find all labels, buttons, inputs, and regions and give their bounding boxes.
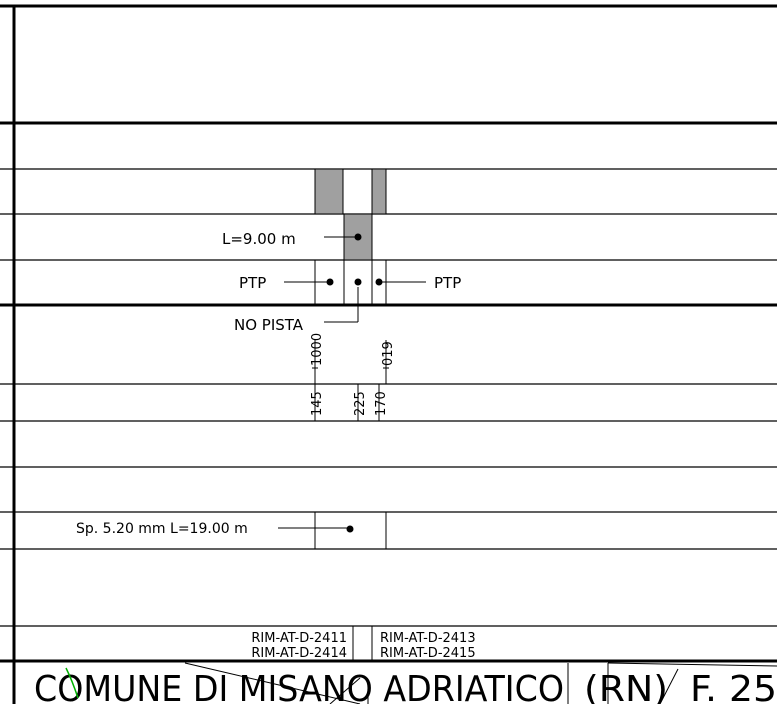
gray-block-left <box>314 168 344 215</box>
chainage-marks: 1000 019 <box>310 333 396 384</box>
length-top-callout: L=9.00 m <box>222 230 362 248</box>
center-dot <box>354 278 362 286</box>
foglio-label: F. 25 <box>690 669 777 704</box>
ref-code-2414: RIM-AT-D-2414 <box>251 646 347 661</box>
ptp-left-callout: PTP <box>239 274 334 292</box>
offset-170: 170 <box>374 391 389 416</box>
gray-block-right <box>371 168 387 215</box>
chainage-1000: 1000 <box>310 333 325 366</box>
gray-blocks <box>314 168 387 261</box>
title-block: COMUNE DI MISANO ADRIATICO (RN) F. 25 <box>34 662 777 704</box>
chainage-019: 019 <box>381 341 396 366</box>
frame <box>0 4 777 704</box>
spessore-callout: Sp. 5.20 mm L=19.00 m <box>76 512 387 549</box>
offset-145: 145 <box>310 391 325 416</box>
provincia-label: (RN) <box>584 669 668 704</box>
green-marker <box>65 667 79 699</box>
ptp-left-dot <box>326 278 334 286</box>
no-pista-callout: NO PISTA <box>234 287 359 334</box>
ref-code-2415: RIM-AT-D-2415 <box>380 646 476 661</box>
length-top-label: L=9.00 m <box>222 230 296 248</box>
spessore-dot <box>346 525 354 533</box>
comune-title: COMUNE DI MISANO ADRIATICO <box>34 669 564 704</box>
ref-code-2411: RIM-AT-D-2411 <box>251 631 347 646</box>
no-pista-label: NO PISTA <box>234 316 304 334</box>
offset-marks: 145 225 170 <box>310 384 389 421</box>
ptp-left-label: PTP <box>239 274 266 292</box>
spessore-label: Sp. 5.20 mm L=19.00 m <box>76 521 248 537</box>
ptp-right-callout: PTP <box>375 274 461 292</box>
ref-code-2413: RIM-AT-D-2413 <box>380 631 476 646</box>
ptp-right-label: PTP <box>434 274 461 292</box>
offset-225: 225 <box>353 391 368 416</box>
reference-codes: RIM-AT-D-2411 RIM-AT-D-2414 RIM-AT-D-241… <box>251 626 476 661</box>
length-top-dot <box>354 233 362 241</box>
